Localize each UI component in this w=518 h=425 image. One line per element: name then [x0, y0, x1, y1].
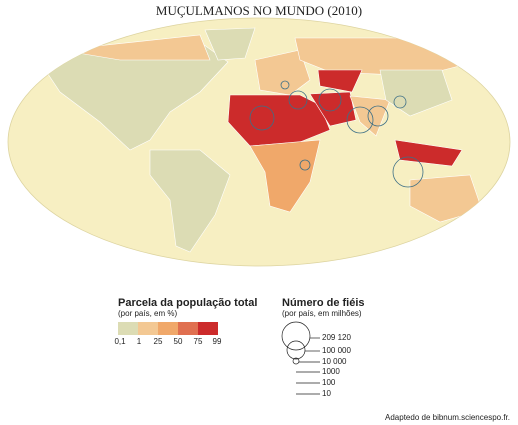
legend-title: Número de fiéis — [282, 297, 365, 309]
legend-subtitle: (por país, em %) — [118, 309, 177, 318]
world-map — [7, 17, 511, 267]
count-legend: Número de fiéis (por país, em milhões) 2… — [281, 297, 365, 398]
source: Adaptedo de bibnum.sciencespo.fr. — [385, 413, 510, 422]
legend-subtitle: (por país, em milhões) — [282, 309, 362, 318]
legend-label: 75 — [194, 337, 203, 346]
legend-label: 0,1 — [114, 337, 126, 346]
legend-label: 10 — [322, 389, 331, 398]
legend-label: 25 — [154, 337, 163, 346]
legend-label: 100 — [322, 378, 336, 387]
legend-label: 50 — [174, 337, 183, 346]
title: MUÇULMANOS NO MUNDO (2010) — [156, 3, 362, 18]
legend-title: Parcela da população total — [118, 297, 257, 309]
legend-label: 99 — [213, 337, 222, 346]
legend-label: 1000 — [322, 367, 340, 376]
share-legend: Parcela da população total (por país, em… — [114, 297, 257, 346]
legend-label: 100 000 — [322, 346, 351, 355]
legend-label: 10 000 — [322, 357, 347, 366]
legend-label: 209 120 — [322, 333, 351, 342]
legend-label: 1 — [137, 337, 142, 346]
